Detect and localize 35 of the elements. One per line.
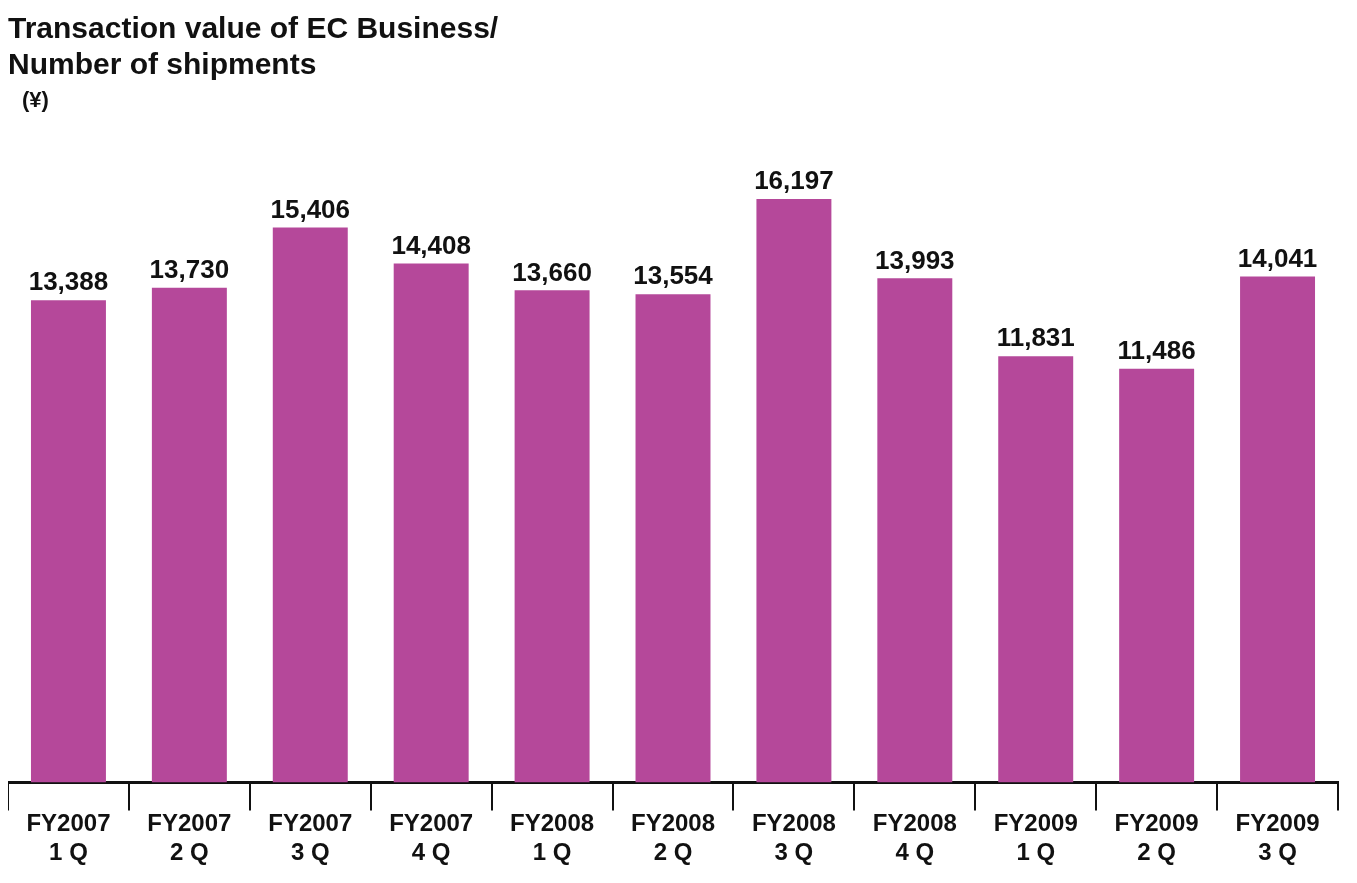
bar — [30, 300, 106, 783]
x-tick-label: FY2007 2 Q — [147, 809, 232, 866]
bar — [1240, 276, 1316, 783]
data-label: 13,660 — [512, 256, 592, 287]
x-tick-label: FY2009 1 Q — [993, 809, 1078, 866]
data-label: 11,831 — [996, 322, 1075, 353]
x-tick-label: FY2007 1 Q — [26, 809, 111, 866]
data-label: 13,554 — [633, 260, 714, 291]
data-label: 16,197 — [754, 165, 834, 196]
data-label: 14,041 — [1237, 242, 1318, 273]
x-tick-label: FY2008 1 Q — [510, 809, 595, 866]
bar — [635, 294, 711, 783]
x-tick-label: FY2008 2 Q — [630, 809, 716, 866]
bar — [756, 198, 832, 783]
bar — [1119, 368, 1195, 783]
data-label: 11,486 — [1117, 334, 1196, 365]
data-label: 14,408 — [391, 229, 471, 260]
x-tick-label: FY2007 3 Q — [268, 809, 353, 866]
data-label: 13,993 — [875, 244, 955, 275]
x-tick-label: FY2009 2 Q — [1114, 809, 1199, 866]
bar — [877, 278, 953, 783]
x-tick-label: FY2008 3 Q — [751, 809, 836, 866]
data-label: 13,388 — [28, 266, 109, 297]
bar — [272, 227, 348, 783]
bar — [151, 287, 227, 783]
x-tick-label: FY2009 3 Q — [1235, 809, 1320, 866]
bar — [393, 263, 469, 783]
x-tick-label: FY2007 4 Q — [389, 809, 474, 866]
bar — [998, 356, 1074, 783]
chart-title: Transaction value of EC Business/ Number of shipments — [8, 11, 499, 81]
data-label: 15,406 — [270, 193, 351, 224]
bar — [514, 290, 590, 783]
x-tick-label: FY2008 4 Q — [872, 809, 957, 866]
data-label: 13,730 — [149, 253, 230, 284]
y-axis-title: (¥) — [22, 87, 49, 113]
